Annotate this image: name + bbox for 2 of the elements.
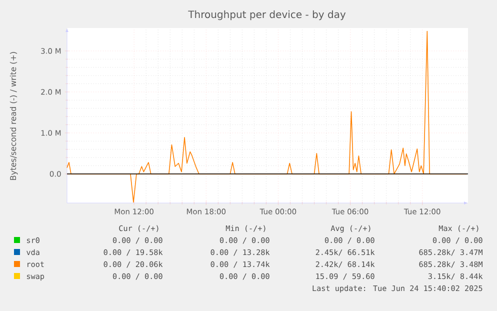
chart-title: Throughput per device - by day bbox=[188, 10, 346, 20]
y-axis-title: Bytes/second read (-) / write (+) bbox=[10, 52, 18, 180]
